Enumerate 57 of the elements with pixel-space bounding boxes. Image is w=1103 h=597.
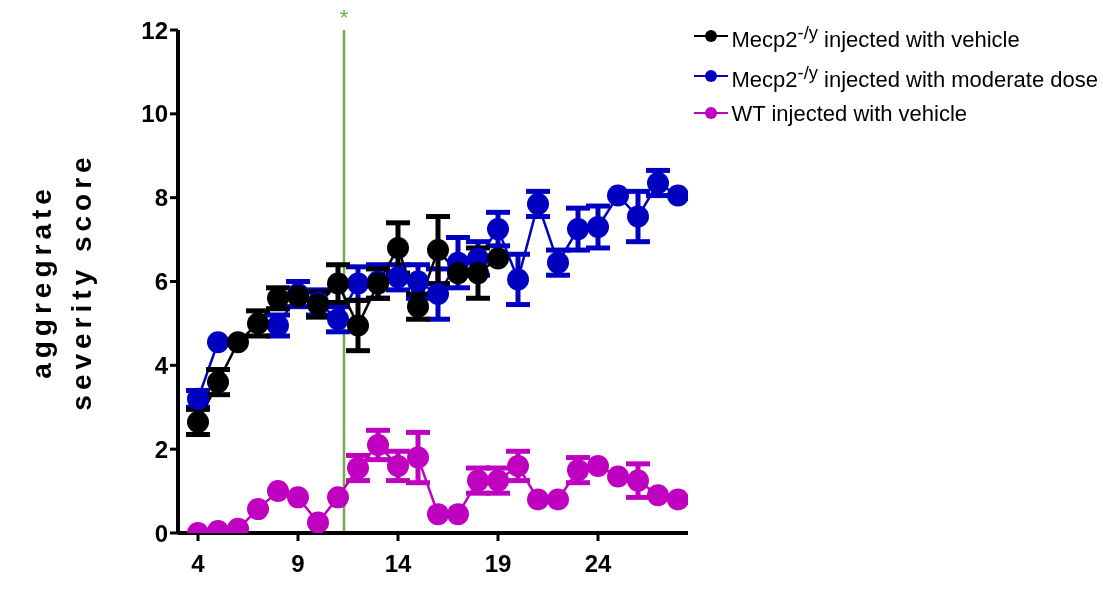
point [527, 192, 549, 215]
point [347, 272, 369, 295]
legend-label: WT injected with vehicle [731, 99, 968, 128]
point [607, 465, 629, 488]
y-tick-label: 2 [154, 435, 168, 463]
point [647, 484, 669, 507]
point [387, 236, 409, 259]
point [507, 268, 529, 291]
x-tick-label: 19 [484, 550, 512, 578]
point [547, 488, 569, 511]
x-tick-label: 9 [291, 550, 305, 578]
point [467, 262, 489, 285]
point [487, 247, 509, 270]
point [287, 486, 309, 509]
point [627, 469, 649, 492]
legend-label: Mecp2$^{-/y}$ injected with moderate dose [731, 61, 1098, 95]
point [207, 331, 229, 354]
point [507, 454, 529, 477]
point [627, 205, 649, 228]
x-tick-label: 4 [191, 550, 206, 578]
y-axis-title: aggregrate severity score [26, 152, 97, 411]
y-tick-label: 6 [154, 268, 168, 296]
point [387, 454, 409, 477]
y-tick-label: 4 [154, 351, 169, 379]
point [327, 272, 349, 295]
point [367, 433, 389, 456]
point [347, 457, 369, 480]
point [407, 446, 429, 469]
point [607, 184, 629, 207]
point [487, 218, 509, 241]
x-tick-label: 24 [584, 550, 612, 578]
point [267, 480, 289, 503]
y-tick-label: 8 [154, 184, 168, 212]
point [227, 331, 249, 354]
y-tick-label: 12 [141, 16, 168, 44]
ref-line-label: * [339, 5, 349, 30]
point [247, 498, 269, 521]
point [587, 216, 609, 239]
point [667, 488, 688, 511]
point [427, 503, 449, 526]
point [567, 218, 589, 241]
point [307, 511, 329, 533]
point [447, 503, 469, 526]
y-tick-label: 0 [154, 519, 168, 547]
point [347, 314, 369, 337]
point [647, 172, 669, 194]
legend-label: Mecp2$^{-/y}$ injected with vehicle [731, 21, 1020, 55]
point [427, 283, 449, 306]
point [447, 262, 469, 285]
point [407, 270, 429, 293]
point [587, 454, 609, 477]
point [667, 184, 688, 207]
point [427, 239, 449, 262]
point [327, 486, 349, 509]
x-tick-label: 14 [384, 550, 412, 578]
point [527, 488, 549, 511]
y-tick-label: 10 [141, 100, 168, 128]
